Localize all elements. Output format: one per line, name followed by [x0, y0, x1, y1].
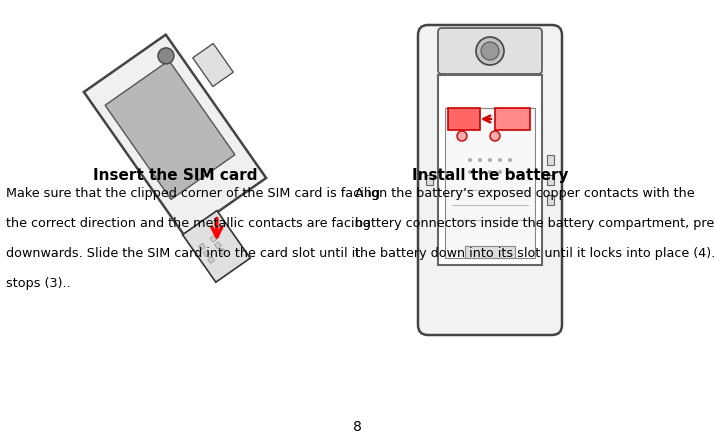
Polygon shape [214, 242, 222, 249]
Circle shape [457, 131, 467, 141]
Circle shape [488, 158, 492, 162]
Circle shape [498, 158, 502, 162]
Polygon shape [182, 211, 250, 282]
Polygon shape [219, 248, 226, 255]
FancyBboxPatch shape [438, 28, 542, 74]
Bar [547, 155, 554, 165]
FancyBboxPatch shape [418, 25, 562, 335]
Bar [438, 75, 542, 265]
Circle shape [498, 170, 502, 174]
Circle shape [468, 170, 472, 174]
Text: Align the battery’s exposed copper contacts with the: Align the battery’s exposed copper conta… [355, 187, 695, 200]
Polygon shape [207, 257, 214, 263]
Circle shape [508, 158, 512, 162]
Bar [547, 195, 554, 205]
Circle shape [476, 37, 504, 65]
Polygon shape [203, 250, 210, 257]
Text: 8: 8 [353, 420, 362, 434]
Bar [495, 108, 530, 130]
Text: Insert the SIM card: Insert the SIM card [93, 168, 257, 183]
Circle shape [488, 170, 492, 174]
Circle shape [481, 42, 499, 60]
Polygon shape [193, 44, 233, 87]
Text: battery connectors inside the battery compartment, press: battery connectors inside the battery co… [355, 217, 715, 230]
Circle shape [158, 48, 174, 64]
Circle shape [478, 170, 482, 174]
Text: Install the battery: Install the battery [412, 168, 568, 183]
Text: the battery down into its slot until it locks into place (4).: the battery down into its slot until it … [355, 247, 715, 260]
Text: downwards. Slide the SIM card into the card slot until it: downwards. Slide the SIM card into the c… [6, 247, 360, 260]
Bar [426, 175, 433, 185]
Text: stops (3)..: stops (3).. [6, 277, 71, 290]
Text: Make sure that the clipped corner of the SIM card is facing: Make sure that the clipped corner of the… [6, 187, 380, 200]
Circle shape [490, 131, 500, 141]
Polygon shape [210, 235, 217, 242]
Circle shape [508, 170, 512, 174]
Circle shape [468, 158, 472, 162]
Polygon shape [199, 243, 205, 250]
Polygon shape [105, 61, 235, 199]
Bar [445, 108, 535, 258]
Bar [448, 108, 480, 130]
Polygon shape [84, 35, 266, 235]
Text: the correct direction and the metallic contacts are facing: the correct direction and the metallic c… [6, 217, 370, 230]
Bar [547, 175, 554, 185]
Circle shape [478, 158, 482, 162]
Bar [465, 246, 515, 258]
